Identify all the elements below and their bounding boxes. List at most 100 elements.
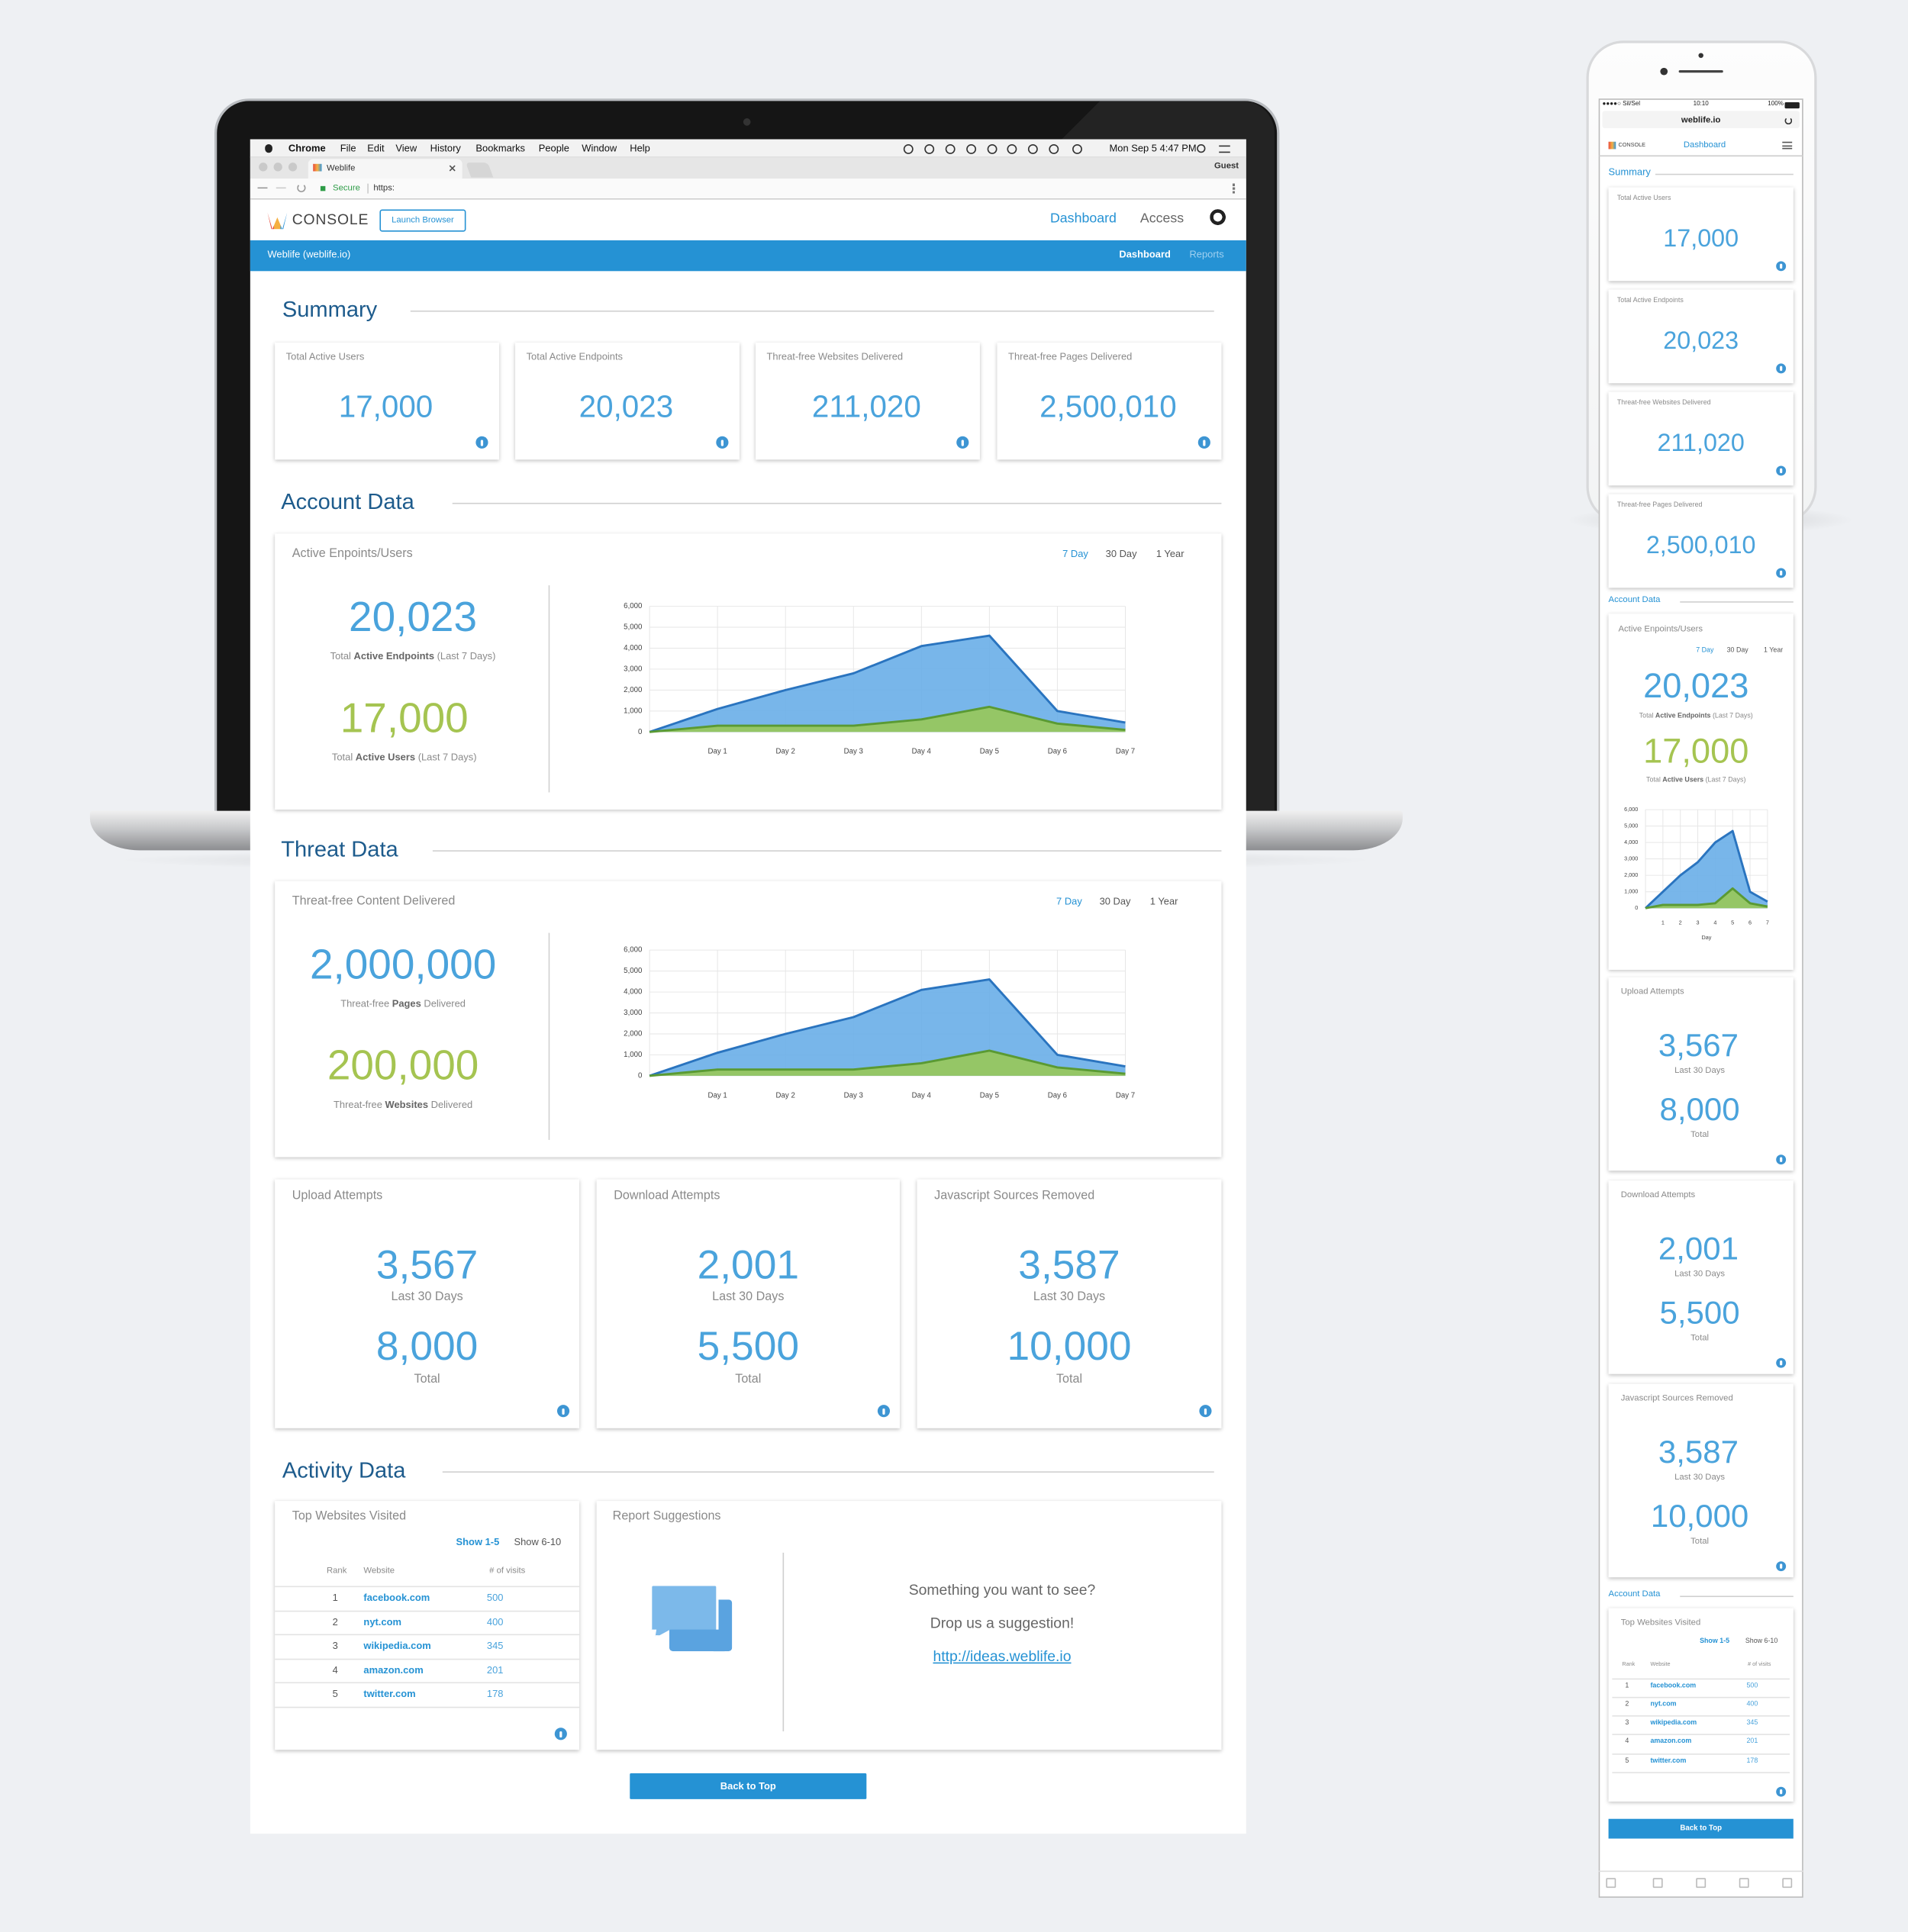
card-title: Top Websites Visited xyxy=(292,1509,407,1524)
site-link[interactable]: twitter.com xyxy=(1650,1757,1687,1766)
back-to-top-label[interactable]: Back to Top xyxy=(720,1780,776,1792)
window-button xyxy=(259,163,268,172)
nav-link[interactable]: Access xyxy=(1139,211,1184,227)
menu-item[interactable]: View xyxy=(395,143,417,154)
site-link[interactable]: facebook.com xyxy=(1650,1682,1697,1690)
back-to-top[interactable] xyxy=(1608,1818,1794,1839)
info-icon[interactable] xyxy=(554,1728,567,1740)
info-icon[interactable] xyxy=(475,436,488,449)
info-icon[interactable] xyxy=(1199,1405,1212,1418)
tab-favicon xyxy=(313,163,322,172)
phone-nav[interactable]: Dashboard xyxy=(1683,140,1726,150)
threat-card xyxy=(275,881,1222,1158)
toolbar-icon[interactable] xyxy=(1696,1878,1707,1889)
launch-button[interactable] xyxy=(379,209,466,232)
back-arrow xyxy=(257,187,268,189)
stat-card xyxy=(596,1179,900,1428)
info-icon[interactable] xyxy=(1776,465,1787,476)
info-icon[interactable] xyxy=(1776,1357,1787,1368)
info-icon[interactable] xyxy=(1197,436,1210,449)
avatar[interactable] xyxy=(1207,208,1230,231)
pager[interactable]: Show 1-5 xyxy=(456,1536,500,1548)
info-icon[interactable] xyxy=(1776,1154,1787,1165)
site-link[interactable]: twitter.com xyxy=(363,1688,416,1700)
fwd-arrow xyxy=(276,187,286,189)
nav-link[interactable]: Dashboard xyxy=(1049,211,1117,227)
range-tab[interactable]: 7 Day xyxy=(1056,896,1082,907)
range-tab[interactable]: 1 Year xyxy=(1149,896,1178,907)
list-icon xyxy=(1219,145,1230,153)
info-icon[interactable] xyxy=(556,1405,570,1418)
divider xyxy=(275,1634,580,1636)
card-value: 211,020 xyxy=(811,390,921,425)
range-tab[interactable]: 7 Day xyxy=(1062,548,1088,560)
lock xyxy=(320,185,326,192)
site-link[interactable]: nyt.com xyxy=(363,1616,401,1628)
back-to-top[interactable] xyxy=(630,1773,867,1799)
pager[interactable]: Show 6-10 xyxy=(514,1536,562,1548)
range-tab[interactable]: 7 Day xyxy=(1696,647,1714,655)
sub-tab[interactable]: Reports xyxy=(1189,249,1224,260)
menu-item[interactable]: Window xyxy=(582,143,617,154)
menu-item[interactable]: People xyxy=(538,143,569,154)
range-tab[interactable]: 30 Day xyxy=(1099,896,1131,907)
divider xyxy=(275,1610,580,1612)
recent-value: 3,587 xyxy=(1658,1433,1739,1470)
total-label: Total xyxy=(1690,1537,1710,1547)
menu-item[interactable]: Help xyxy=(630,143,650,154)
info-icon[interactable] xyxy=(956,436,969,449)
phone-section: Account Data xyxy=(1608,595,1661,605)
site-link[interactable]: wikipedia.com xyxy=(363,1640,431,1652)
toolbar-icon[interactable] xyxy=(1782,1878,1793,1889)
section-title: Summary xyxy=(282,297,378,322)
range-tab[interactable]: 1 Year xyxy=(1155,548,1184,560)
site-link[interactable]: amazon.com xyxy=(363,1664,424,1676)
site-link[interactable]: facebook.com xyxy=(363,1592,430,1604)
visits: 500 xyxy=(1746,1682,1758,1690)
site-link[interactable]: wikipedia.com xyxy=(1650,1719,1697,1728)
info-icon[interactable] xyxy=(877,1405,891,1418)
sub-tab[interactable]: Dashboard xyxy=(1119,249,1171,260)
info-icon[interactable] xyxy=(1776,1786,1787,1797)
range-tab[interactable]: 30 Day xyxy=(1726,647,1748,655)
divider xyxy=(275,1706,580,1708)
phone-card xyxy=(1608,977,1794,1171)
summary-card xyxy=(515,342,740,460)
info-icon[interactable] xyxy=(1776,1561,1787,1572)
stat-value: 20,023 xyxy=(349,594,478,641)
range-tab[interactable]: 30 Day xyxy=(1105,548,1137,560)
range-tab[interactable]: 1 Year xyxy=(1764,647,1784,655)
site-link[interactable]: amazon.com xyxy=(1650,1737,1692,1746)
menu-icon[interactable] xyxy=(1782,141,1793,150)
phone-card xyxy=(1608,1608,1794,1802)
status-icon xyxy=(1027,143,1038,154)
total-label: Total xyxy=(1056,1373,1083,1386)
info-icon[interactable] xyxy=(1776,261,1787,272)
phone-section: Summary xyxy=(1608,166,1651,178)
stat-card xyxy=(275,1179,580,1428)
toolbar-icon[interactable] xyxy=(1739,1878,1749,1889)
site-link[interactable]: nyt.com xyxy=(1650,1701,1677,1708)
window-button xyxy=(273,163,282,172)
toolbar-icon[interactable] xyxy=(1652,1878,1663,1889)
recent-label: Last 30 Days xyxy=(1674,1473,1726,1483)
info-icon[interactable] xyxy=(1776,568,1787,578)
info-icon[interactable] xyxy=(716,436,729,449)
menu-item[interactable]: File xyxy=(340,143,356,154)
pager[interactable]: Show 6-10 xyxy=(1745,1637,1778,1646)
phone-card xyxy=(1608,613,1794,970)
pager[interactable]: Show 1-5 xyxy=(1700,1637,1730,1646)
suggest-link[interactable]: http://ideas.weblife.io xyxy=(933,1647,1072,1665)
back-to-top-label[interactable]: Back to Top xyxy=(1680,1824,1723,1833)
phone-speaker xyxy=(1678,70,1723,73)
status-icon xyxy=(1007,143,1017,154)
stat-label: Total Active Users (Last 7 Days) xyxy=(1646,777,1745,784)
menu-item[interactable]: Edit xyxy=(367,143,385,154)
launch-label[interactable]: Launch Browser xyxy=(392,216,454,225)
card-title: Threat-free Content Delivered xyxy=(292,894,456,909)
phone-camera xyxy=(1660,67,1668,76)
menu-item[interactable]: History xyxy=(430,143,461,154)
toolbar-icon[interactable] xyxy=(1606,1878,1616,1889)
menu-item[interactable]: Bookmarks xyxy=(475,143,526,154)
info-icon[interactable] xyxy=(1776,363,1787,374)
